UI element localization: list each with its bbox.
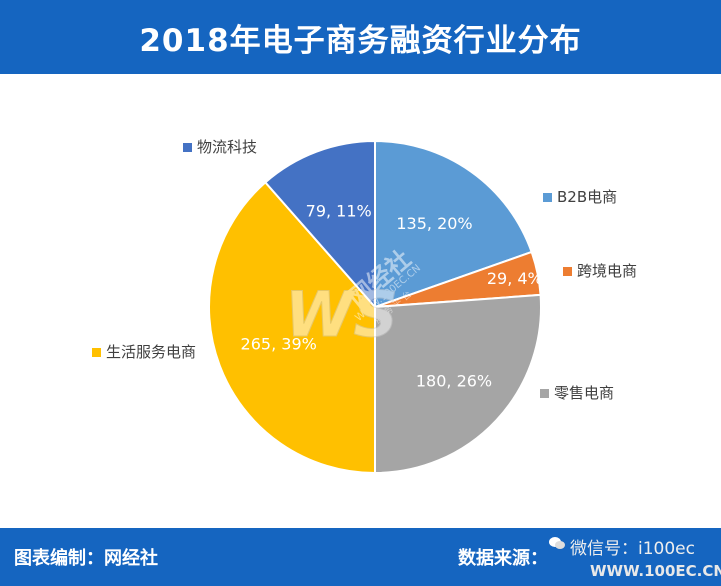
legend-marker (183, 143, 192, 152)
header-bar: 2018年电子商务融资行业分布 (0, 0, 721, 74)
pie-slice (263, 139, 376, 310)
footer-site: WWW.100EC.CN (590, 562, 721, 580)
legend-label: 零售电商 (554, 384, 614, 402)
footer-wechat-id: 微信号：i100ec (570, 539, 695, 559)
legend-marker (543, 193, 552, 202)
footer-source-label: 数据来源： (458, 548, 548, 569)
legend-label: 生活服务电商 (106, 343, 196, 361)
pie-slice (208, 180, 376, 475)
chart-area: 135, 20% 29, 4% 180, 26% 265, 39% 79, 11% B2… (0, 74, 721, 528)
legend-marker (563, 267, 572, 276)
footer-bar: 图表编制：网经社 数据来源： 微信号：i100ec WWW.100EC.CN (0, 528, 721, 586)
pie-data-label: 29, 4% (487, 269, 543, 288)
wechat-icon (549, 537, 565, 549)
pie-data-label: 79, 11% (306, 202, 372, 221)
footer-compiled-by: 图表编制：网经社 (14, 548, 158, 569)
pie-data-label: 265, 39% (241, 334, 317, 353)
legend-marker (540, 389, 549, 398)
pie-data-label: 180, 26% (416, 372, 492, 391)
pie-slices (208, 139, 542, 475)
legend-label: 物流科技 (197, 138, 257, 156)
chart-title: 2018年电子商务融资行业分布 (139, 22, 582, 59)
legend-label: B2B电商 (557, 188, 617, 206)
pie-data-label: 135, 20% (396, 214, 472, 233)
legend-marker (92, 348, 101, 357)
pie-slice (374, 293, 542, 475)
pie-data-labels: 135, 20% 29, 4% 180, 26% 265, 39% 79, 11% (241, 202, 543, 391)
pie-chart: 135, 20% 29, 4% 180, 26% 265, 39% 79, 11% B2… (92, 138, 637, 475)
legend-label: 跨境电商 (577, 262, 637, 280)
svg-text:WS: WS (285, 278, 398, 351)
